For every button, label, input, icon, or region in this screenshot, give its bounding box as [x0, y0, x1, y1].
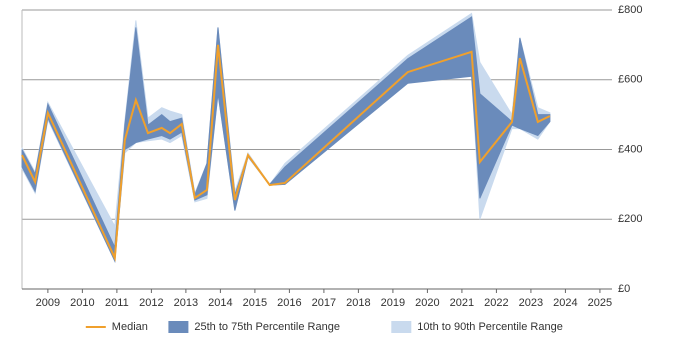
x-tick-label: 2019 — [381, 297, 405, 309]
x-tick-label: 2024 — [553, 297, 577, 309]
legend-swatch — [168, 321, 189, 333]
legend-label: Median — [112, 321, 148, 333]
legend-label: 10th to 90th Percentile Range — [417, 321, 563, 333]
median-line — [21, 44, 551, 262]
x-tick-label: 2014 — [208, 297, 232, 309]
x-tick-label: 2017 — [312, 297, 336, 309]
x-tick-label: 2022 — [484, 297, 508, 309]
y-tick-label: £200 — [618, 213, 642, 225]
x-tick-label: 2012 — [139, 297, 163, 309]
y-tick-label: £400 — [618, 143, 642, 155]
x-tick-label: 2016 — [277, 297, 301, 309]
x-tick-label: 2020 — [415, 297, 439, 309]
legend-label: 25th to 75th Percentile Range — [194, 321, 340, 333]
x-tick-label: 2013 — [174, 297, 198, 309]
y-tick-label: £800 — [618, 4, 642, 16]
x-tick-label: 2018 — [346, 297, 370, 309]
x-tick-label: 2011 — [105, 297, 129, 309]
x-tick-label: 2023 — [519, 297, 543, 309]
x-tick-label: 2009 — [36, 297, 60, 309]
y-tick-label: £600 — [618, 74, 642, 86]
x-tick-label: 2015 — [243, 297, 267, 309]
y-tick-label: £0 — [618, 283, 630, 295]
percentile-band — [21, 16, 551, 263]
x-tick-label: 2021 — [450, 297, 474, 309]
x-tick-label: 2010 — [70, 297, 94, 309]
legend-swatch — [391, 321, 412, 333]
x-tick-label: 2025 — [588, 297, 612, 309]
